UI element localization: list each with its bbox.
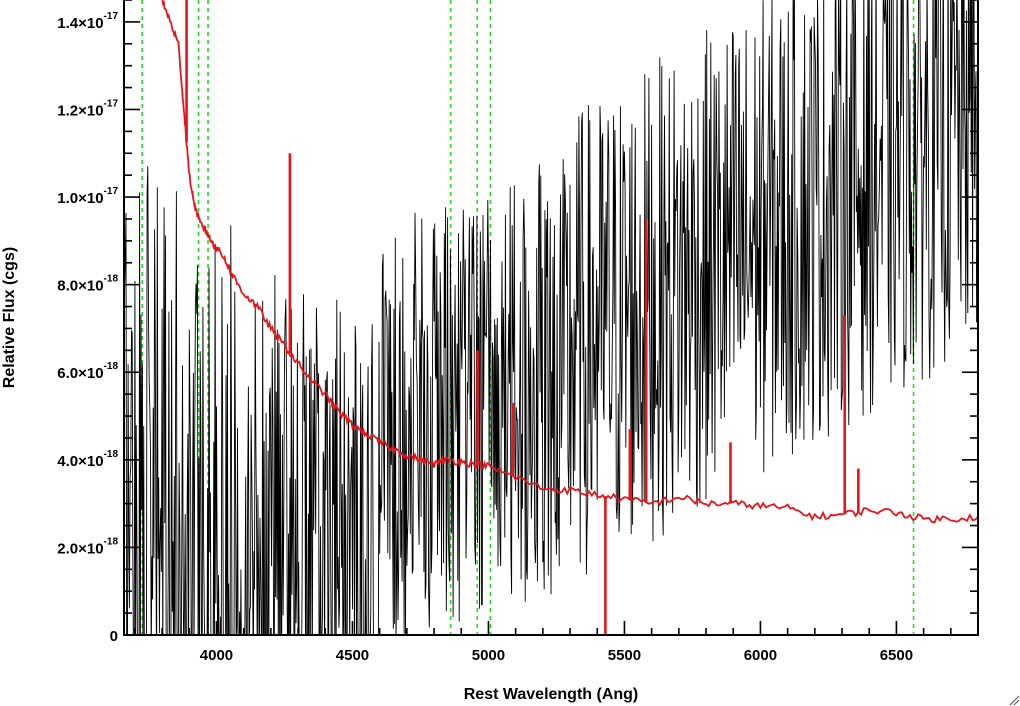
y-axis-title: Relative Flux (cgs) [1, 247, 18, 388]
model-template-line [161, 0, 978, 524]
x-tick-label: 6000 [744, 647, 777, 664]
y-tick-label: 8.0×10-18 [57, 274, 118, 295]
resize-grip-icon[interactable] [1009, 695, 1020, 706]
x-tick-labels: 4000 4500 5000 5500 6000 6500 [200, 647, 913, 664]
model-template-series [161, 0, 978, 635]
axis-ticks [124, 0, 979, 636]
x-axis-title: Rest Wavelength (Ang) [464, 686, 639, 703]
plot-frame [123, 0, 979, 636]
y-tick-label: 4.0×10-18 [57, 449, 118, 470]
x-tick-label: 4000 [200, 647, 233, 664]
x-tick-label: 4500 [336, 647, 369, 664]
x-tick-label: 5000 [472, 647, 505, 664]
y-tick-label: 1.0×10-17 [57, 186, 118, 207]
y-tick-label: 1.2×10-17 [57, 98, 118, 119]
y-tick-labels: 0 2.0×10-18 4.0×10-18 6.0×10-18 8.0×10-18 1.0… [57, 11, 118, 645]
y-tick-label: 0 [110, 628, 118, 645]
x-tick-label: 5500 [608, 647, 641, 664]
observed-spectrum-series [124, 0, 978, 635]
y-tick-label: 1.4×10-17 [57, 11, 118, 32]
y-tick-label: 6.0×10-18 [57, 361, 118, 382]
observed-spectrum-line [124, 0, 978, 635]
x-tick-label: 6500 [880, 647, 913, 664]
y-tick-label: 2.0×10-18 [57, 536, 118, 557]
